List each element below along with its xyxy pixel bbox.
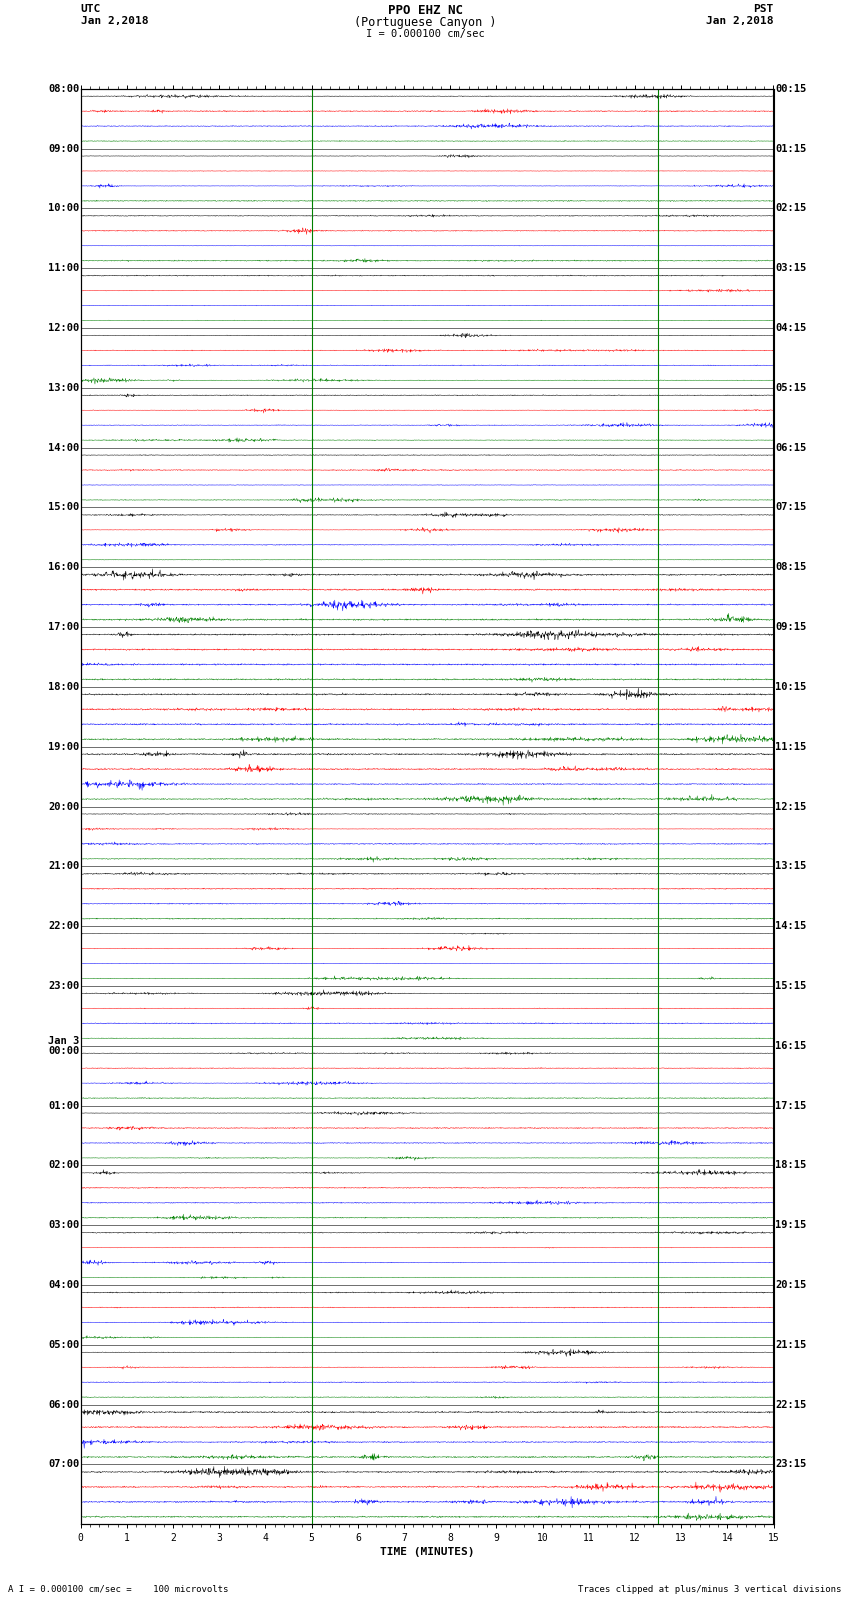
Text: 04:15: 04:15 [775,323,806,332]
Text: 02:15: 02:15 [775,203,806,213]
Text: 14:15: 14:15 [775,921,806,931]
Text: (Portuguese Canyon ): (Portuguese Canyon ) [354,16,496,29]
Text: 00:00: 00:00 [48,1045,79,1057]
Text: 10:15: 10:15 [775,682,806,692]
Text: PPO EHZ NC: PPO EHZ NC [388,5,462,18]
Text: 15:15: 15:15 [775,981,806,990]
Text: 16:15: 16:15 [775,1040,806,1050]
Text: 11:15: 11:15 [775,742,806,752]
Text: 17:00: 17:00 [48,623,79,632]
Text: 12:15: 12:15 [775,802,806,811]
Text: 10:00: 10:00 [48,203,79,213]
Text: 13:15: 13:15 [775,861,806,871]
Text: A I = 0.000100 cm/sec =    100 microvolts: A I = 0.000100 cm/sec = 100 microvolts [8,1584,229,1594]
Text: 05:15: 05:15 [775,382,806,394]
Text: 20:15: 20:15 [775,1281,806,1290]
Text: 21:15: 21:15 [775,1340,806,1350]
Text: 01:00: 01:00 [48,1100,79,1111]
Text: 22:00: 22:00 [48,921,79,931]
Text: 03:15: 03:15 [775,263,806,273]
Text: Jan 3: Jan 3 [48,1036,79,1045]
Text: I = 0.000100 cm/sec: I = 0.000100 cm/sec [366,29,484,39]
Text: 09:00: 09:00 [48,144,79,153]
Text: 16:00: 16:00 [48,563,79,573]
Text: 08:00: 08:00 [48,84,79,94]
Text: UTC: UTC [81,5,101,15]
Text: 13:00: 13:00 [48,382,79,394]
Text: 21:00: 21:00 [48,861,79,871]
Text: 05:00: 05:00 [48,1340,79,1350]
Text: PST: PST [753,5,774,15]
Text: 09:15: 09:15 [775,623,806,632]
Text: 07:15: 07:15 [775,502,806,513]
Text: 08:15: 08:15 [775,563,806,573]
Text: 19:00: 19:00 [48,742,79,752]
Text: 17:15: 17:15 [775,1100,806,1111]
Text: 15:00: 15:00 [48,502,79,513]
Text: 07:00: 07:00 [48,1460,79,1469]
Text: 23:15: 23:15 [775,1460,806,1469]
Text: Traces clipped at plus/minus 3 vertical divisions: Traces clipped at plus/minus 3 vertical … [578,1584,842,1594]
Text: 11:00: 11:00 [48,263,79,273]
Text: 18:00: 18:00 [48,682,79,692]
Text: Jan 2,2018: Jan 2,2018 [706,16,774,26]
Text: 23:00: 23:00 [48,981,79,990]
X-axis label: TIME (MINUTES): TIME (MINUTES) [380,1547,474,1558]
Text: 01:15: 01:15 [775,144,806,153]
Text: 06:00: 06:00 [48,1400,79,1410]
Text: 06:15: 06:15 [775,442,806,453]
Text: 19:15: 19:15 [775,1219,806,1231]
Text: 22:15: 22:15 [775,1400,806,1410]
Text: 14:00: 14:00 [48,442,79,453]
Text: 18:15: 18:15 [775,1160,806,1171]
Text: 02:00: 02:00 [48,1160,79,1171]
Text: 03:00: 03:00 [48,1219,79,1231]
Text: 00:15: 00:15 [775,84,806,94]
Text: 20:00: 20:00 [48,802,79,811]
Text: 04:00: 04:00 [48,1281,79,1290]
Text: 12:00: 12:00 [48,323,79,332]
Text: Jan 2,2018: Jan 2,2018 [81,16,148,26]
